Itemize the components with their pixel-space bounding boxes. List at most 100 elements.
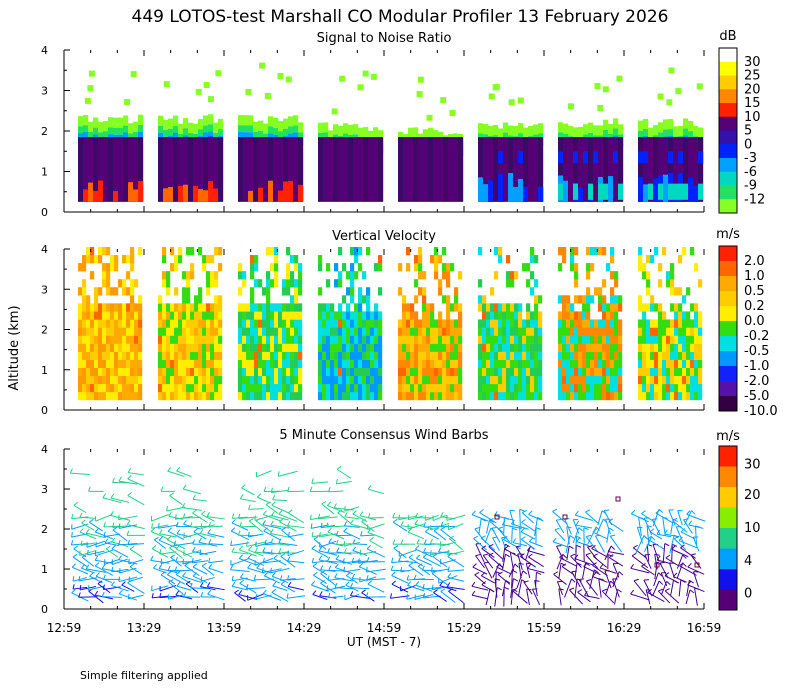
vv-cell: [558, 375, 563, 385]
vv-cell: [450, 383, 455, 393]
wind-barb-flag: [656, 529, 661, 535]
vv-cell: [374, 343, 379, 352]
vv-cell: [430, 375, 435, 385]
vv-cell: [370, 375, 375, 385]
vv-cell: [614, 279, 619, 288]
vv-cell: [610, 255, 615, 264]
vv-cell: [350, 391, 355, 401]
vv-cell: [518, 375, 523, 385]
vv-cell: [366, 391, 371, 401]
vv-cell: [206, 279, 211, 288]
wind-barb: [368, 488, 384, 495]
vv-cell: [130, 375, 135, 385]
snr-cell: [673, 137, 679, 202]
vv-cell: [110, 391, 115, 401]
snr-cell: [358, 127, 364, 138]
wind-barb-flag: [321, 500, 327, 505]
vv-cell: [122, 343, 127, 352]
wind-barb-flag: [189, 583, 193, 589]
vv-cell: [274, 367, 279, 377]
vv-cell: [254, 279, 259, 288]
vv-cell: [134, 375, 139, 385]
vv-cell: [406, 383, 411, 393]
vv-cell: [478, 343, 483, 352]
vv-cell: [90, 327, 95, 336]
vv-cell: [594, 391, 599, 401]
snr-cell: [408, 127, 414, 138]
colorbar-swatch: [719, 89, 737, 104]
vv-cell: [78, 343, 83, 352]
vv-cell: [494, 271, 499, 280]
vv-cell: [418, 271, 423, 280]
wind-barb: [192, 498, 208, 502]
vv-cell: [94, 359, 99, 368]
wind-barb: [503, 539, 521, 550]
vv-cell: [334, 279, 339, 288]
vv-cell: [290, 359, 295, 368]
vv-cell: [530, 335, 535, 344]
vv-cell: [562, 255, 567, 264]
vv-cell: [566, 327, 571, 336]
vv-cell: [286, 319, 291, 328]
wind-barb-flag: [103, 574, 106, 580]
wind-barb-flag: [69, 468, 73, 474]
wind-barb-flag: [70, 540, 74, 546]
vv-cell: [106, 343, 111, 352]
vv-cell: [286, 391, 291, 401]
snr-cell: [688, 137, 694, 202]
vv-cell: [610, 375, 615, 385]
vv-cell: [106, 279, 111, 288]
vv-cell: [214, 351, 219, 360]
wind-barb-flag: [327, 501, 332, 506]
vv-cell: [594, 319, 599, 328]
vv-cell: [526, 343, 531, 352]
vv-cell: [610, 391, 615, 401]
wind-barb: [158, 524, 178, 529]
vv-cell: [294, 391, 299, 401]
vv-cell: [534, 351, 539, 360]
wind-barb: [182, 575, 202, 583]
wind-barb: [366, 548, 386, 558]
vv-cell: [434, 335, 439, 344]
wind-barb-flag: [569, 535, 575, 539]
snr-cell: [683, 118, 689, 129]
snr-cell: [83, 137, 89, 202]
vv-cell: [294, 279, 299, 288]
vv-cell: [242, 279, 247, 288]
wind-barb: [594, 535, 606, 553]
vv-cell: [358, 246, 363, 256]
vv-cell: [206, 367, 211, 377]
wind-barb-flag: [81, 519, 86, 524]
vv-cell: [438, 279, 443, 288]
vv-cell: [130, 335, 135, 344]
wind-barb-flag: [239, 494, 244, 500]
wind-barb-flag: [608, 518, 614, 523]
vv-cell: [658, 351, 663, 360]
vv-cell: [362, 319, 367, 328]
vv-cell: [138, 343, 143, 352]
snr-cell: [198, 189, 204, 202]
vv-cell: [606, 335, 611, 344]
vv-cell: [242, 319, 247, 328]
snr-cell: [163, 137, 169, 202]
vv-cell: [414, 351, 419, 360]
vv-cell: [694, 367, 699, 377]
snr-cell: [643, 151, 649, 164]
wind-barb: [176, 470, 192, 478]
vv-cell: [562, 391, 567, 401]
vv-cell: [238, 271, 243, 280]
snr-cell: [638, 151, 644, 164]
vv-cell: [614, 319, 619, 328]
vv-cell: [274, 351, 279, 360]
vv-cell: [82, 383, 87, 393]
snr-cell: [108, 117, 114, 128]
vv-cell: [510, 367, 515, 377]
vv-cell: [258, 303, 263, 312]
vv-cell: [270, 327, 275, 336]
vv-cell: [690, 327, 695, 336]
snr-cell: [483, 137, 489, 202]
vv-cell: [638, 383, 643, 393]
wind-barb: [485, 588, 491, 606]
vv-cell: [418, 375, 423, 385]
